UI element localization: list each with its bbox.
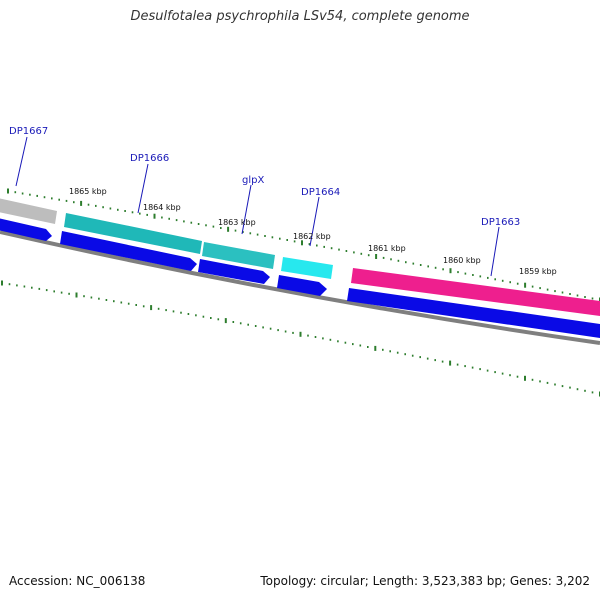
gene-band-glpx [202,242,275,269]
cds-arrow-3 [198,259,270,284]
outer-tick-track [7,188,600,303]
gene-label-dp1664: DP1664 [301,187,340,198]
gene-band-dp1664 [281,257,333,279]
leader-line-dp1664 [309,196,320,247]
gene-band-dp1663 [351,268,600,316]
inner-tick-track [1,280,600,397]
position-label-1860: 1860 kbp [443,256,481,265]
map-title: Desulfotalea psychrophila LSv54, complet… [130,9,470,24]
gene-label-dp1663: DP1663 [481,217,520,228]
position-label-1862: 1862 kbp [293,232,331,241]
gene-label-dp1667: DP1667 [9,126,48,137]
gene-label-glpx: glpX [242,175,264,186]
leader-line-glpx [241,184,252,235]
leader-line-dp1663 [490,226,500,277]
position-label-1859: 1859 kbp [519,267,557,276]
leader-line-dp1666 [137,163,149,214]
accession-label: Accession: NC_006138 [9,574,146,588]
position-label-1863: 1863 kbp [218,218,256,227]
cds-arrow-4 [277,275,327,296]
leader-line-dp1667 [15,136,28,187]
backbone-line [0,230,600,345]
cds-arrow-1 [0,218,52,241]
cds-arrow-2 [60,231,197,271]
position-label-1864: 1864 kbp [143,203,181,212]
position-label-1865: 1865 kbp [69,187,107,196]
genome-summary: Topology: circular; Length: 3,523,383 bp… [260,574,590,588]
gene-band-dp1667 [0,198,57,224]
position-label-1861: 1861 kbp [368,244,406,253]
gene-band-dp1666 [64,213,202,254]
gene-label-dp1666: DP1666 [130,153,169,164]
cds-arrow-5 [347,288,600,338]
